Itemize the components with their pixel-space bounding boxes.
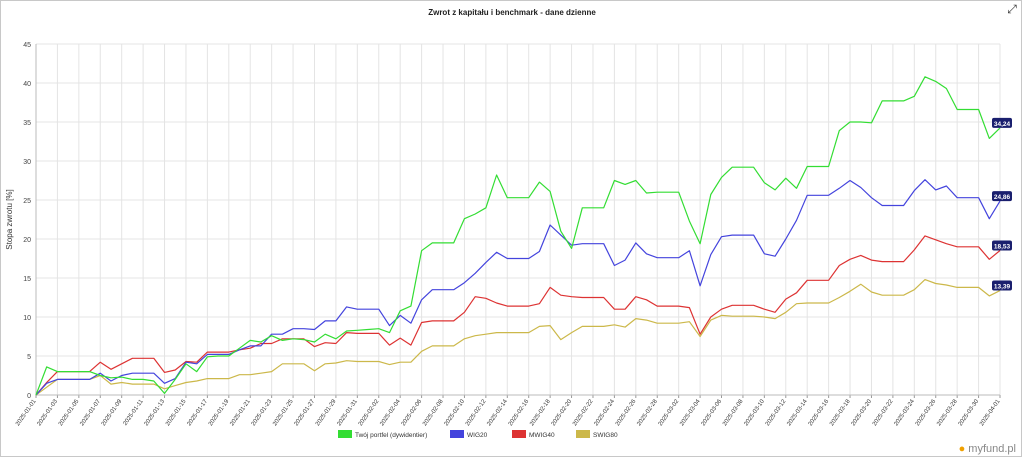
series-line	[35, 179, 1001, 396]
x-tick-label: 2025-03-24	[893, 398, 916, 427]
y-tick-label: 0	[27, 393, 31, 400]
legend-swatch	[338, 430, 352, 438]
x-tick-label: 2025-03-02	[658, 398, 681, 427]
x-tick-label: 2025-02-26	[615, 398, 638, 427]
x-tick-label: 2025-04-01	[979, 398, 1002, 427]
x-tick-label: 2025-03-10	[743, 398, 766, 427]
end-value-badge	[992, 191, 1012, 202]
end-value-label: 34,24	[994, 121, 1011, 128]
x-tick-label: 2025-03-16	[808, 398, 831, 427]
x-tick-label: 2025-03-30	[958, 398, 981, 427]
legend-label: Twój portfel (dywidentier)	[355, 432, 427, 439]
x-tick-label: 2025-01-13	[144, 398, 167, 427]
x-tick-label: 2025-03-22	[872, 398, 895, 427]
x-tick-label: 2025-02-28	[636, 398, 659, 427]
legend-swatch	[450, 430, 464, 438]
x-tick-label: 2025-02-08	[422, 398, 445, 427]
brand-logo: ● myfund.pl	[958, 443, 1016, 455]
x-tick-label: 2025-01-27	[294, 398, 317, 427]
x-tick-label: 2025-03-06	[701, 398, 724, 427]
x-tick-label: 2025-02-02	[358, 398, 381, 427]
x-tick-label: 2025-02-18	[529, 398, 552, 427]
x-tick-label: 2025-02-12	[465, 398, 488, 427]
series-line	[35, 235, 1001, 396]
y-tick-label: 30	[23, 159, 31, 166]
x-tick-label: 2025-01-03	[37, 398, 60, 427]
chart-title: Zwrot z kapitału i benchmark - dane dzie…	[428, 8, 596, 17]
x-tick-label: 2025-03-20	[851, 398, 874, 427]
x-tick-label: 2025-02-22	[572, 398, 595, 427]
y-tick-label: 10	[23, 315, 31, 322]
x-tick-label: 2025-01-21	[229, 398, 252, 427]
x-tick-label: 2025-02-14	[486, 398, 509, 427]
end-value-badge	[992, 240, 1012, 251]
y-tick-label: 5	[27, 354, 31, 361]
end-value-badge	[992, 280, 1012, 291]
x-tick-label: 2025-03-04	[679, 398, 702, 427]
x-tick-label: 2025-01-11	[122, 398, 145, 427]
x-tick-label: 2025-01-23	[251, 398, 274, 427]
y-tick-label: 15	[23, 276, 31, 283]
y-tick-label: 45	[23, 42, 31, 49]
x-tick-label: 2025-01-17	[186, 398, 209, 427]
x-tick-label: 2025-01-07	[79, 398, 102, 427]
legend-label: WIG20	[467, 432, 488, 439]
x-tick-label: 2025-01-29	[315, 398, 338, 427]
x-tick-label: 2025-02-10	[444, 398, 467, 427]
legend-swatch	[512, 430, 526, 438]
expand-arrows-icon[interactable]: ⤢	[1007, 2, 1017, 16]
x-tick-label: 2025-01-09	[101, 398, 124, 427]
x-tick-label: 2025-01-01	[15, 398, 38, 427]
x-tick-label: 2025-03-14	[786, 398, 809, 427]
y-tick-label: 40	[23, 81, 31, 88]
y-tick-label: 35	[23, 120, 31, 127]
x-tick-label: 2025-01-19	[208, 398, 231, 427]
x-tick-label: 2025-02-04	[379, 398, 402, 427]
x-tick-label: 2025-02-16	[508, 398, 531, 427]
legend-swatch	[576, 430, 590, 438]
logo-suffix: .pl	[1004, 443, 1016, 455]
x-tick-label: 2025-03-12	[765, 398, 788, 427]
x-tick-label: 2025-01-15	[165, 398, 188, 427]
x-tick-label: 2025-03-28	[936, 398, 959, 427]
y-tick-label: 20	[23, 237, 31, 244]
x-tick-label: 2025-03-08	[722, 398, 745, 427]
legend-label: SWIG80	[593, 432, 618, 439]
series-line	[35, 76, 1001, 396]
legend-label: MWIG40	[529, 432, 555, 439]
x-tick-label: 2025-01-25	[272, 398, 295, 427]
end-value-badge	[992, 117, 1012, 128]
series-line	[35, 279, 1001, 396]
x-tick-label: 2025-01-05	[58, 398, 81, 427]
end-value-label: 18,53	[994, 243, 1011, 250]
x-tick-label: 2025-02-20	[551, 398, 574, 427]
x-tick-label: 2025-02-06	[401, 398, 424, 427]
y-axis-label: Stopa zwrotu [%]	[5, 189, 14, 249]
x-tick-label: 2025-01-31	[336, 398, 359, 427]
x-tick-label: 2025-03-18	[829, 398, 852, 427]
logo-text: myfund	[968, 443, 1005, 455]
x-tick-label: 2025-03-26	[915, 398, 938, 427]
y-tick-label: 25	[23, 198, 31, 205]
end-value-label: 24,86	[994, 194, 1011, 201]
end-value-label: 13,39	[994, 284, 1011, 291]
x-tick-label: 2025-02-24	[594, 398, 617, 427]
